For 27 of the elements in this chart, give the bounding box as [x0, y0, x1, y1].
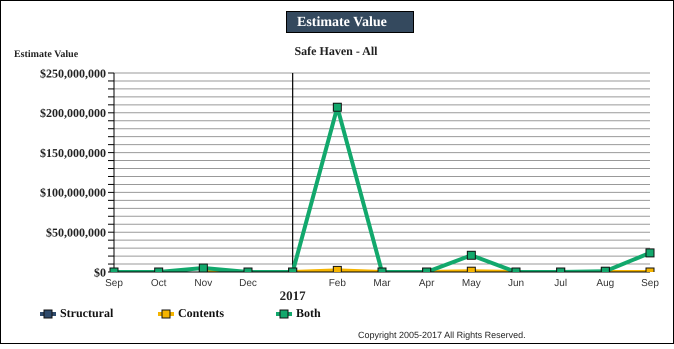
x-tick-label: Jul: [554, 278, 568, 289]
y-tick-label: $50,000,000: [46, 225, 106, 240]
x-tick-label: Sep: [105, 278, 124, 289]
x-tick-label: Feb: [328, 278, 346, 289]
y-tick-label: $200,000,000: [40, 106, 106, 120]
x-tick-label: Dec: [239, 278, 257, 289]
y-tick-label: $150,000,000: [40, 146, 106, 160]
x-tick-label: Apr: [418, 278, 436, 289]
x-tick-label: May: [462, 278, 481, 289]
x-tick-label: Sep: [641, 278, 660, 289]
y-tick-label: $0: [94, 265, 106, 280]
legend-label: Contents: [178, 306, 224, 321]
chart-subtitle: Safe Haven - All: [294, 44, 378, 59]
legend-label: Both: [296, 306, 321, 321]
x-tick-label: 2017: [280, 288, 306, 303]
x-tick-label: Oct: [150, 278, 167, 289]
text: Copyright 2005-2017 All Rights Reserved.: [358, 330, 526, 340]
y-axis-title: Estimate Value: [14, 49, 78, 60]
x-tick-label: Nov: [194, 278, 212, 289]
y-tick-label: $250,000,000: [40, 66, 106, 80]
x-tick-label: Aug: [596, 278, 614, 289]
x-tick-label: Jun: [508, 278, 524, 289]
chart-title: Estimate Value: [286, 11, 414, 33]
point: [332, 102, 342, 112]
legend-label: Structural: [60, 306, 114, 321]
y-tick-label: $100,000,000: [40, 186, 106, 200]
x-tick-label: Mar: [373, 278, 392, 289]
